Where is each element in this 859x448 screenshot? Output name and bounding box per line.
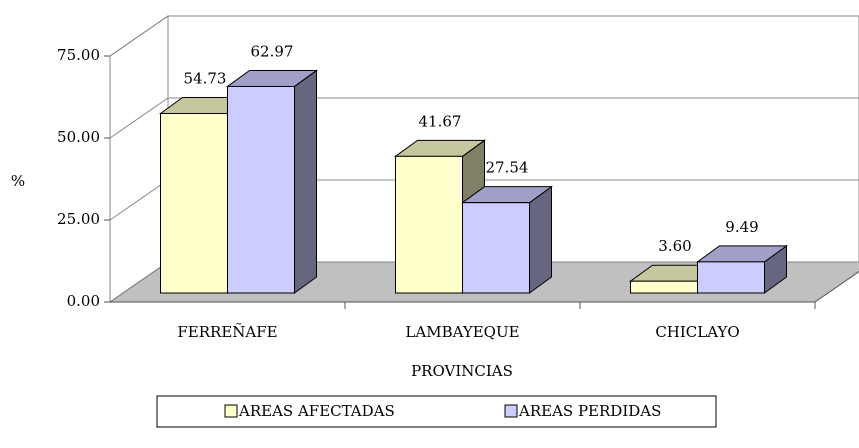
value-label: 54.73	[184, 69, 227, 87]
bar	[460, 185, 554, 294]
legend-swatch	[504, 404, 518, 418]
bar	[225, 69, 319, 294]
value-label: 3.60	[658, 237, 691, 255]
bar-front	[395, 155, 463, 294]
x-tick-label: LAMBAYEQUE	[405, 323, 519, 341]
bar	[695, 244, 789, 294]
legend-label: AREAS PERDIDAS	[518, 402, 661, 420]
value-label: 27.54	[486, 159, 529, 177]
y-tick-label: 0.00	[67, 292, 100, 310]
value-label: 9.49	[725, 218, 758, 236]
grid-line	[109, 97, 859, 139]
y-tick-label: 75.00	[57, 46, 100, 64]
x-tick-label: CHICLAYO	[655, 323, 739, 341]
bar-side	[529, 185, 552, 294]
value-label: 41.67	[419, 112, 462, 130]
bar-side	[294, 69, 317, 294]
y-tick-label: 50.00	[57, 128, 100, 146]
bar-front	[227, 85, 295, 294]
legend-box	[156, 395, 717, 428]
legend-swatch	[224, 404, 238, 418]
x-axis-title: PROVINCIAS	[411, 362, 513, 380]
side-wall	[109, 15, 169, 303]
bar-front	[160, 112, 228, 294]
y-axis-title: %	[11, 172, 25, 190]
bar-front	[630, 280, 698, 294]
x-tick-label: FERREÑAFE	[177, 323, 277, 341]
y-tick-label: 25.00	[57, 210, 100, 228]
bar-front	[462, 202, 530, 294]
grid-line	[109, 15, 859, 57]
value-label: 62.97	[251, 42, 294, 60]
bar-front	[697, 261, 765, 294]
legend-label: AREAS AFECTADAS	[238, 402, 395, 420]
